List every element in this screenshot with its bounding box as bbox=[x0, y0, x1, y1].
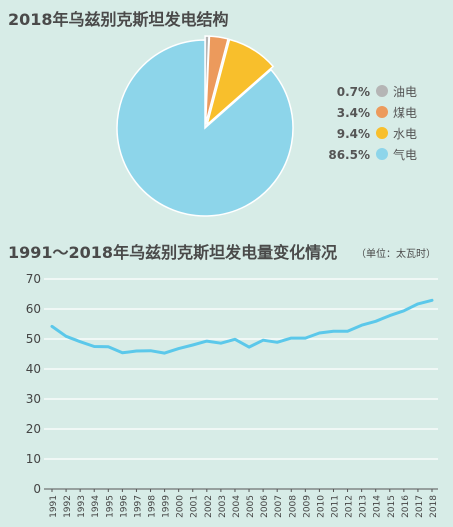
x-tick-label: 2016 bbox=[401, 495, 411, 518]
legend-value: 0.7% bbox=[337, 85, 370, 99]
x-tick-label: 2014 bbox=[373, 495, 383, 518]
x-tick-label: 2002 bbox=[204, 495, 214, 518]
legend-value: 86.5% bbox=[328, 148, 370, 162]
x-tick-label: 1992 bbox=[63, 495, 73, 518]
legend-swatch bbox=[376, 148, 388, 160]
x-tick-label: 2006 bbox=[260, 495, 270, 518]
x-tick-label: 1998 bbox=[148, 495, 158, 518]
y-tick-label: 50 bbox=[26, 332, 41, 346]
legend-swatch bbox=[376, 85, 388, 97]
x-tick-label: 2012 bbox=[345, 495, 355, 518]
x-tick-label: 2017 bbox=[415, 495, 425, 518]
legend-swatch bbox=[376, 127, 388, 139]
legend-value: 3.4% bbox=[337, 106, 370, 120]
x-tick-label: 1991 bbox=[49, 495, 59, 518]
x-tick-label: 2004 bbox=[232, 495, 242, 518]
y-tick-label: 70 bbox=[26, 272, 41, 286]
legend-label: 油电 bbox=[393, 85, 417, 99]
y-tick-label: 20 bbox=[26, 422, 41, 436]
y-tick-label: 10 bbox=[26, 452, 41, 466]
y-tick-label: 30 bbox=[26, 392, 41, 406]
x-tick-label: 1997 bbox=[133, 495, 143, 518]
x-tick-label: 1995 bbox=[105, 495, 115, 518]
x-tick-label: 2009 bbox=[302, 495, 312, 518]
x-tick-label: 2011 bbox=[330, 495, 340, 518]
legend-label: 水电 bbox=[393, 127, 417, 141]
x-tick-label: 2013 bbox=[359, 495, 369, 518]
x-tick-label: 1994 bbox=[91, 495, 101, 518]
legend-swatch bbox=[376, 106, 388, 118]
pie-slice-煤电 bbox=[204, 35, 229, 125]
x-tick-label: 1993 bbox=[77, 495, 87, 518]
x-tick-label: 2000 bbox=[176, 495, 186, 518]
unit-label: （单位：太瓦时） bbox=[356, 249, 436, 260]
pie-slice-气电 bbox=[116, 39, 294, 217]
x-tick-label: 2010 bbox=[316, 495, 326, 518]
x-tick-label: 2015 bbox=[387, 495, 397, 518]
y-tick-label: 60 bbox=[26, 302, 41, 316]
legend-label: 气电 bbox=[393, 147, 417, 162]
x-tick-label: 2008 bbox=[288, 495, 298, 518]
x-tick-label: 2003 bbox=[218, 495, 228, 518]
x-tick-label: 2007 bbox=[274, 495, 284, 518]
legend-label: 煤电 bbox=[393, 106, 417, 120]
legend-value: 9.4% bbox=[337, 127, 370, 141]
series-line bbox=[50, 298, 434, 355]
y-tick-label: 0 bbox=[33, 482, 41, 496]
x-tick-label: 2005 bbox=[246, 495, 256, 518]
pie-slice-水电 bbox=[205, 38, 275, 127]
pie-chart: 0.7% 油电 3.4% 煤电 9.4% 水电 86.5% 气电 bbox=[116, 35, 417, 217]
pie-chart-title: 2018年乌兹别克斯坦发电结构 bbox=[8, 10, 229, 29]
x-tick-label: 2001 bbox=[190, 495, 200, 518]
x-tick-label: 1996 bbox=[119, 495, 129, 518]
x-tick-label: 2018 bbox=[429, 495, 439, 518]
line-chart-title: 1991～2018年乌兹别克斯坦发电量变化情况 bbox=[8, 243, 338, 262]
y-tick-label: 40 bbox=[26, 362, 41, 376]
x-tick-label: 1999 bbox=[162, 495, 172, 518]
